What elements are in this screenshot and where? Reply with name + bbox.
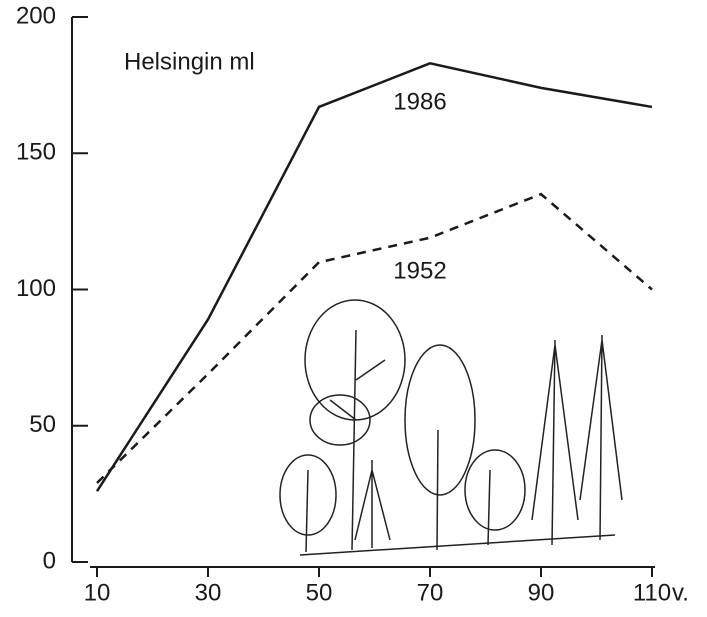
y-tick-label: 200 (16, 2, 56, 29)
x-tick-label: 10 (84, 579, 111, 606)
x-tick-label: 70 (417, 579, 444, 606)
y-tick-label: 100 (16, 275, 56, 302)
series-label: 1952 (393, 257, 446, 284)
x-tick-label: 50 (306, 579, 333, 606)
x-tick-label: 30 (195, 579, 222, 606)
x-tick-label: 110 (633, 579, 671, 606)
annotation: Helsingin ml (124, 48, 255, 75)
series-label: 1986 (393, 88, 446, 115)
y-tick-label: 0 (43, 547, 56, 574)
x-tick-label: 90 (528, 579, 555, 606)
series-line (96, 192, 653, 484)
series-line (95, 62, 653, 492)
y-tick-label: 50 (29, 411, 56, 438)
x-axis-label: v. (672, 579, 689, 606)
tree-illustration (279, 299, 623, 556)
y-tick-label: 150 (16, 139, 56, 166)
